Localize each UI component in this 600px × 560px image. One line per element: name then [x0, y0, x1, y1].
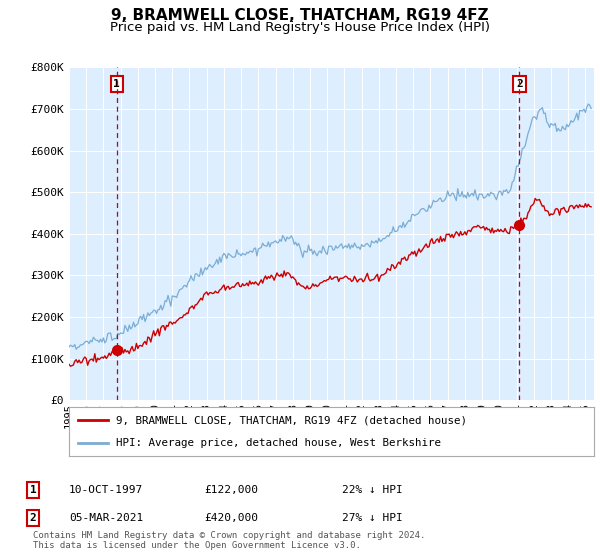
Text: Contains HM Land Registry data © Crown copyright and database right 2024.
This d: Contains HM Land Registry data © Crown c… [33, 530, 425, 550]
Text: 9, BRAMWELL CLOSE, THATCHAM, RG19 4FZ: 9, BRAMWELL CLOSE, THATCHAM, RG19 4FZ [111, 8, 489, 24]
Text: 22% ↓ HPI: 22% ↓ HPI [342, 485, 403, 495]
Text: 2: 2 [516, 79, 523, 89]
Text: 2: 2 [29, 513, 37, 523]
Text: £420,000: £420,000 [204, 513, 258, 523]
Text: 05-MAR-2021: 05-MAR-2021 [69, 513, 143, 523]
Text: £122,000: £122,000 [204, 485, 258, 495]
Text: 1: 1 [29, 485, 37, 495]
Text: 10-OCT-1997: 10-OCT-1997 [69, 485, 143, 495]
Text: 1: 1 [113, 79, 120, 89]
Text: HPI: Average price, detached house, West Berkshire: HPI: Average price, detached house, West… [116, 438, 441, 448]
Text: 27% ↓ HPI: 27% ↓ HPI [342, 513, 403, 523]
Text: Price paid vs. HM Land Registry's House Price Index (HPI): Price paid vs. HM Land Registry's House … [110, 21, 490, 34]
Text: 9, BRAMWELL CLOSE, THATCHAM, RG19 4FZ (detached house): 9, BRAMWELL CLOSE, THATCHAM, RG19 4FZ (d… [116, 416, 467, 426]
